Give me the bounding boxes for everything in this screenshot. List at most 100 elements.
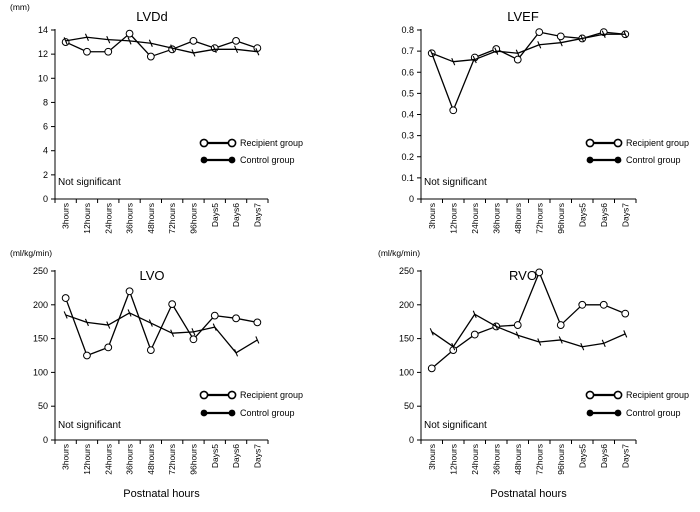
recipient-data-point [125,287,134,296]
recipient-data-point [599,300,608,309]
recipient-data-point [232,36,240,45]
control-data-point [127,37,132,45]
control-data-point [558,336,563,344]
legend-recipient-label: Recipient group [626,138,689,148]
control-data-point [623,30,628,38]
y-tick-label: 0 [43,435,48,445]
legend-control-label: Control group [240,155,295,165]
recipient-data-point [189,335,198,344]
y-tick-label: 50 [38,401,48,411]
recipient-series-line [431,31,626,111]
control-data-point [255,336,260,344]
control-data-point [515,49,520,57]
control-data-point [170,329,175,337]
recipient-data-point [232,314,240,323]
chart-panel-lvo: 0 50 100 150 200 250 3hours 12hours 24hours 36hou… [10,248,303,500]
chart-panel-lvdd: 0 2 4 6 8 10 12 14 3hours 12hours 24hours 36hours 48… [10,2,303,234]
y-tick-label: 12 [38,49,48,59]
recipient-data-point [427,364,436,373]
x-axis-title: Postnatal hours [123,488,200,500]
x-tick-label: 72hours [167,203,177,234]
x-tick-label: 24hours [470,203,480,234]
x-tick-label: 72hours [534,444,544,475]
control-data-point [212,323,217,331]
legend-recipient-marker [199,390,209,400]
legend-recipient-marker [585,138,595,148]
x-tick-label: Days7 [252,444,262,468]
control-series-line [65,312,258,354]
x-tick-label: 48hours [146,203,156,234]
control-data-point [63,311,68,319]
y-tick-label: 0.6 [401,67,414,77]
y-tick-label: 4 [43,146,48,156]
x-tick-label: 24hours [103,444,113,475]
legend-control-marker [200,409,208,417]
x-tick-label: 96hours [188,444,198,475]
control-data-point [451,57,456,66]
control-data-point [191,328,196,336]
x-axis-title: Postnatal hours [490,488,567,500]
x-tick-label: 12hours [448,203,458,234]
legend-control-label: Control group [240,408,295,418]
control-data-point [255,48,260,56]
control-data-point [84,33,89,41]
significance-annotation: Not significant [58,420,121,431]
x-tick-label: 3hours [427,203,437,229]
x-tick-label: 12hours [82,444,92,475]
legend-recipient-marker [585,390,595,400]
recipient-data-point [513,321,522,329]
control-data-point [148,319,153,327]
y-tick-label: 50 [404,401,414,411]
x-tick-label: Days7 [252,203,262,227]
x-tick-label: 3hours [61,444,71,470]
chart-title: LVO [139,268,164,283]
control-data-point [537,41,542,49]
legend-recipient-label: Recipient group [240,138,303,148]
significance-annotation: Not significant [58,177,121,188]
legend-control-marker [228,409,236,417]
x-tick-label: Days5 [577,203,587,227]
x-tick-label: Days5 [210,203,220,227]
y-tick-label: 150 [399,334,414,344]
y-tick-label: 0.1 [401,173,414,183]
y-tick-label: 6 [43,122,48,132]
recipient-data-point [83,351,91,360]
recipient-data-point [210,311,219,320]
legend-control-marker [228,156,236,164]
legend-recipient-marker [227,390,237,400]
legend-control-marker [614,409,622,417]
recipient-data-point [253,318,262,327]
recipient-data-point [61,294,70,302]
control-series-line [431,33,626,63]
y-tick-label: 200 [33,300,48,310]
legend-recipient-label: Recipient group [626,390,689,400]
control-data-point [63,37,68,45]
y-tick-label: 2 [43,170,48,180]
y-tick-label: 0 [43,194,48,204]
legend-control-marker [586,409,594,417]
y-axis-unit-label: (ml/kg/min) [10,248,52,258]
chart-title: LVEF [507,9,539,24]
y-tick-label: 10 [38,73,48,83]
recipient-data-point [125,29,134,38]
control-data-point [234,45,239,54]
legend-control-label: Control group [626,408,681,418]
control-data-point [84,318,89,327]
recipient-data-point [535,28,544,37]
recipient-data-point [535,268,544,277]
y-tick-label: 250 [399,266,414,276]
control-data-point [127,309,132,317]
chart-panel-lvef: 0 0.1 0.2 0.3 0.4 0.5 0.6 0.7 0.8 3hours 12hours 24… [401,9,689,234]
control-data-point [170,44,175,52]
recipient-data-point [168,300,177,309]
y-tick-label: 250 [33,266,48,276]
x-tick-label: 36hours [125,203,135,234]
x-tick-label: Days6 [231,203,241,227]
significance-annotation: Not significant [424,177,487,188]
recipient-data-point [104,343,113,352]
control-series-line [65,36,258,54]
recipient-series-line [65,290,258,357]
control-data-point [106,35,111,44]
y-tick-label: 0 [409,194,414,204]
